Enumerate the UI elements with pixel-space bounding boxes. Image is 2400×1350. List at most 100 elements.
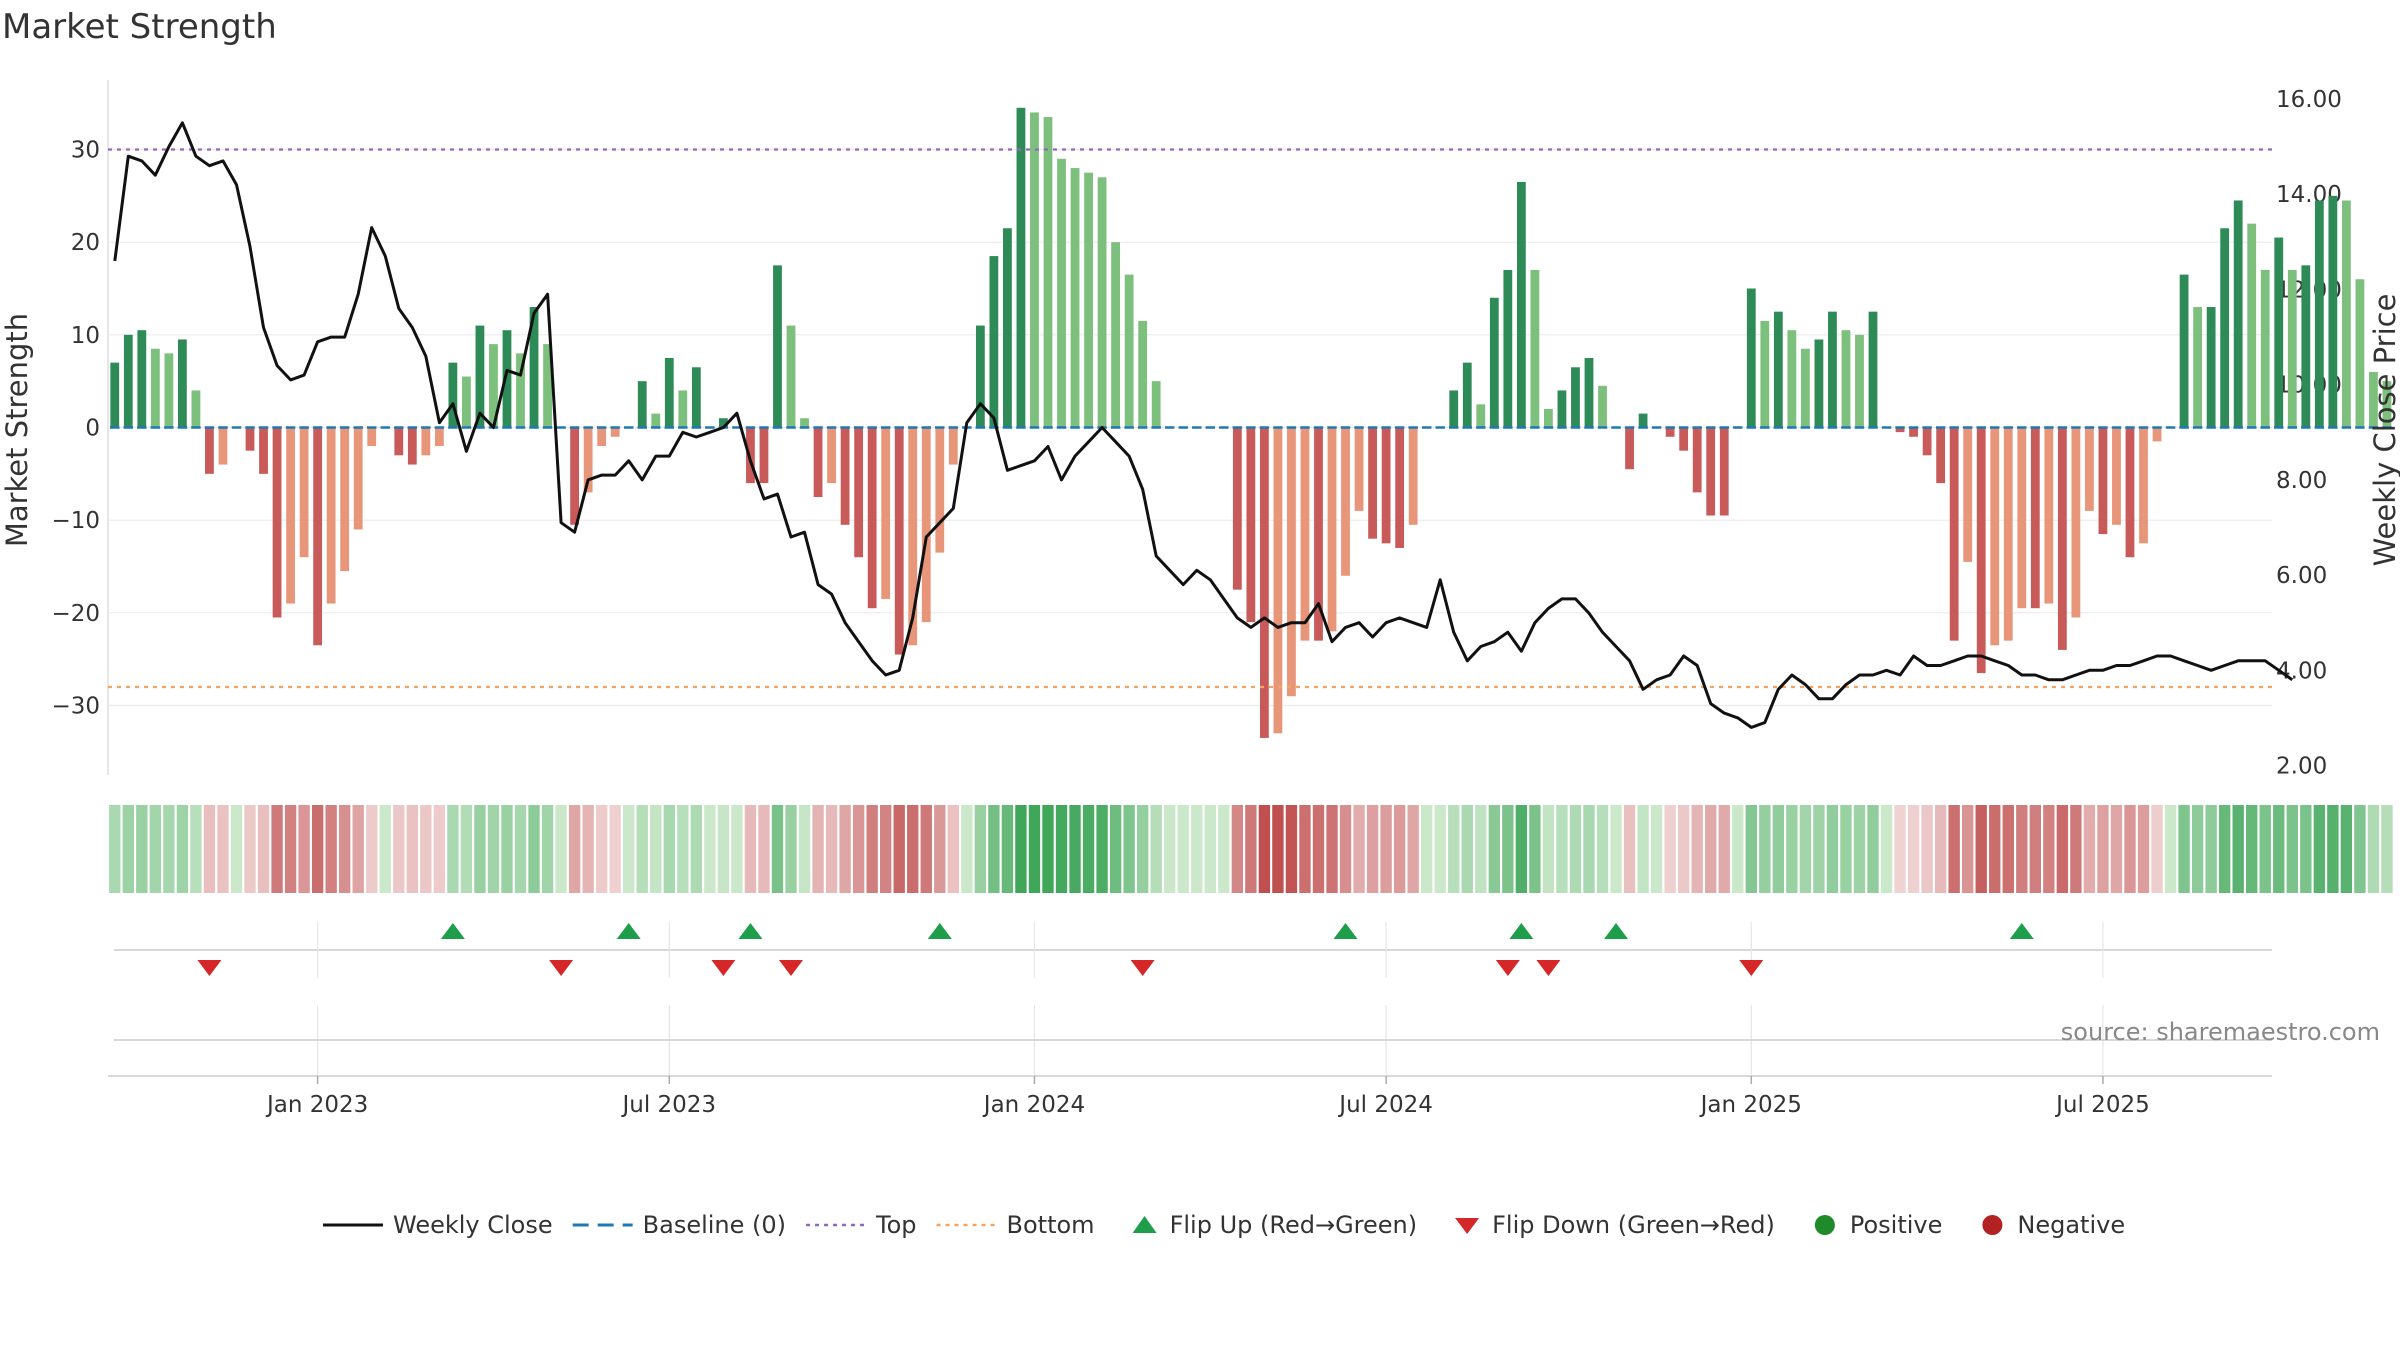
strength-bar bbox=[123, 334, 133, 428]
strength-bar bbox=[718, 418, 728, 428]
strength-bar bbox=[975, 325, 985, 428]
strength-bar bbox=[205, 427, 214, 474]
strength-bar bbox=[1314, 427, 1323, 641]
heat-cell bbox=[1177, 805, 1189, 893]
heat-cell bbox=[1407, 805, 1419, 893]
heat-cell bbox=[406, 805, 418, 893]
y-right-tick-label: 4.00 bbox=[2276, 658, 2327, 684]
strength-bar bbox=[1462, 362, 1472, 428]
strength-bar bbox=[218, 427, 228, 465]
strength-bar bbox=[1476, 404, 1486, 428]
strength-bar bbox=[1706, 427, 1716, 516]
heat-cell bbox=[2137, 805, 2150, 893]
heat-cell bbox=[1109, 805, 1122, 893]
heat-cell bbox=[1745, 805, 1757, 893]
heat-cell bbox=[136, 805, 148, 893]
strength-bar bbox=[1679, 427, 1689, 451]
heat-cell bbox=[366, 805, 378, 893]
strength-bar bbox=[1746, 288, 1756, 428]
strength-bar bbox=[989, 256, 999, 428]
y-left-tick-label: 10 bbox=[71, 323, 100, 349]
strength-bar bbox=[691, 367, 701, 428]
y-left-tick-label: 20 bbox=[71, 230, 100, 256]
heat-cell bbox=[1542, 805, 1555, 893]
strength-bar bbox=[434, 427, 444, 447]
strength-bar bbox=[1909, 427, 1918, 437]
heat-cell bbox=[2110, 805, 2123, 893]
strength-bar bbox=[2355, 279, 2365, 428]
strength-bar bbox=[2260, 269, 2270, 428]
heat-cell bbox=[2097, 805, 2109, 893]
heat-cell bbox=[1380, 805, 1392, 893]
heat-cell bbox=[1475, 805, 1487, 893]
y-axis-right-label: Weekly Close Price bbox=[2368, 294, 2400, 567]
strength-bar bbox=[1787, 330, 1797, 428]
heat-cell bbox=[1204, 805, 1216, 893]
strength-bar bbox=[1016, 107, 1026, 428]
heat-cell bbox=[1258, 805, 1271, 893]
heat-cell bbox=[217, 805, 229, 893]
heat-cell bbox=[974, 805, 987, 893]
heat-cell bbox=[122, 805, 134, 893]
strength-bar bbox=[827, 427, 836, 484]
heat-cell bbox=[420, 805, 432, 893]
heat-cell bbox=[1894, 805, 1906, 893]
strength-bar bbox=[1111, 242, 1121, 428]
strength-bar bbox=[759, 427, 769, 484]
flip-up-marker bbox=[440, 923, 465, 939]
flip-up-marker bbox=[1333, 923, 1358, 939]
legend-item: Positive bbox=[1814, 1211, 1942, 1239]
heat-cell bbox=[1245, 805, 1257, 893]
strength-bar bbox=[597, 427, 607, 447]
strength-bar bbox=[1841, 330, 1851, 428]
strength-bar bbox=[1963, 427, 1973, 562]
heat-cell bbox=[1488, 805, 1500, 893]
heat-cell bbox=[650, 805, 662, 893]
heat-cell bbox=[541, 805, 554, 893]
strength-bar bbox=[2125, 427, 2135, 558]
heat-cell bbox=[2246, 805, 2258, 893]
strength-bar bbox=[137, 330, 147, 428]
strength-bar bbox=[1625, 427, 1634, 470]
x-tick-label: Jan 2024 bbox=[982, 1092, 1085, 1118]
x-tick-label: Jul 2024 bbox=[1337, 1092, 1433, 1118]
heat-cell bbox=[1650, 805, 1663, 893]
heat-cell bbox=[1055, 805, 1068, 893]
x-tick-label: Jul 2023 bbox=[620, 1092, 716, 1118]
heat-cell bbox=[961, 805, 973, 893]
strength-bar bbox=[286, 427, 295, 604]
strength-bar bbox=[894, 427, 904, 655]
heat-cell bbox=[677, 805, 689, 893]
heat-cell bbox=[663, 805, 675, 893]
strength-bar bbox=[867, 427, 877, 609]
strength-bar bbox=[2003, 427, 2013, 641]
strength-bar bbox=[786, 325, 796, 428]
strength-bar bbox=[1246, 427, 1256, 623]
heat-cell bbox=[1556, 805, 1568, 893]
heat-cell bbox=[176, 805, 189, 893]
legend-item: Flip Down (Green→Red) bbox=[1455, 1211, 1775, 1239]
heat-cell bbox=[528, 805, 540, 893]
heat-cell bbox=[1813, 805, 1825, 893]
heat-cell bbox=[717, 805, 730, 893]
legend-item: Bottom bbox=[936, 1211, 1095, 1239]
heat-cell bbox=[1461, 805, 1473, 893]
legend-flip-up-icon bbox=[1132, 1216, 1157, 1233]
strength-bar bbox=[272, 427, 282, 618]
strength-bar bbox=[299, 427, 309, 558]
flip-up-marker bbox=[2009, 923, 2034, 939]
heat-cell bbox=[514, 805, 527, 893]
x-tick-label: Jan 2025 bbox=[1699, 1092, 1802, 1118]
heat-cell bbox=[230, 805, 243, 893]
heat-cell bbox=[1272, 805, 1284, 893]
main-panel: 3020100−10−20−3016.0014.0012.0010.008.00… bbox=[51, 80, 2392, 779]
strength-bar bbox=[1692, 427, 1702, 493]
heat-cell bbox=[1502, 805, 1514, 893]
heat-cell bbox=[2232, 805, 2244, 893]
heat-cell bbox=[284, 805, 297, 893]
heat-cell bbox=[1001, 805, 1014, 893]
strength-bar bbox=[1530, 269, 1540, 428]
legend-label: Bottom bbox=[1007, 1211, 1095, 1239]
heat-cell bbox=[447, 805, 459, 893]
heat-cell bbox=[2354, 805, 2366, 893]
